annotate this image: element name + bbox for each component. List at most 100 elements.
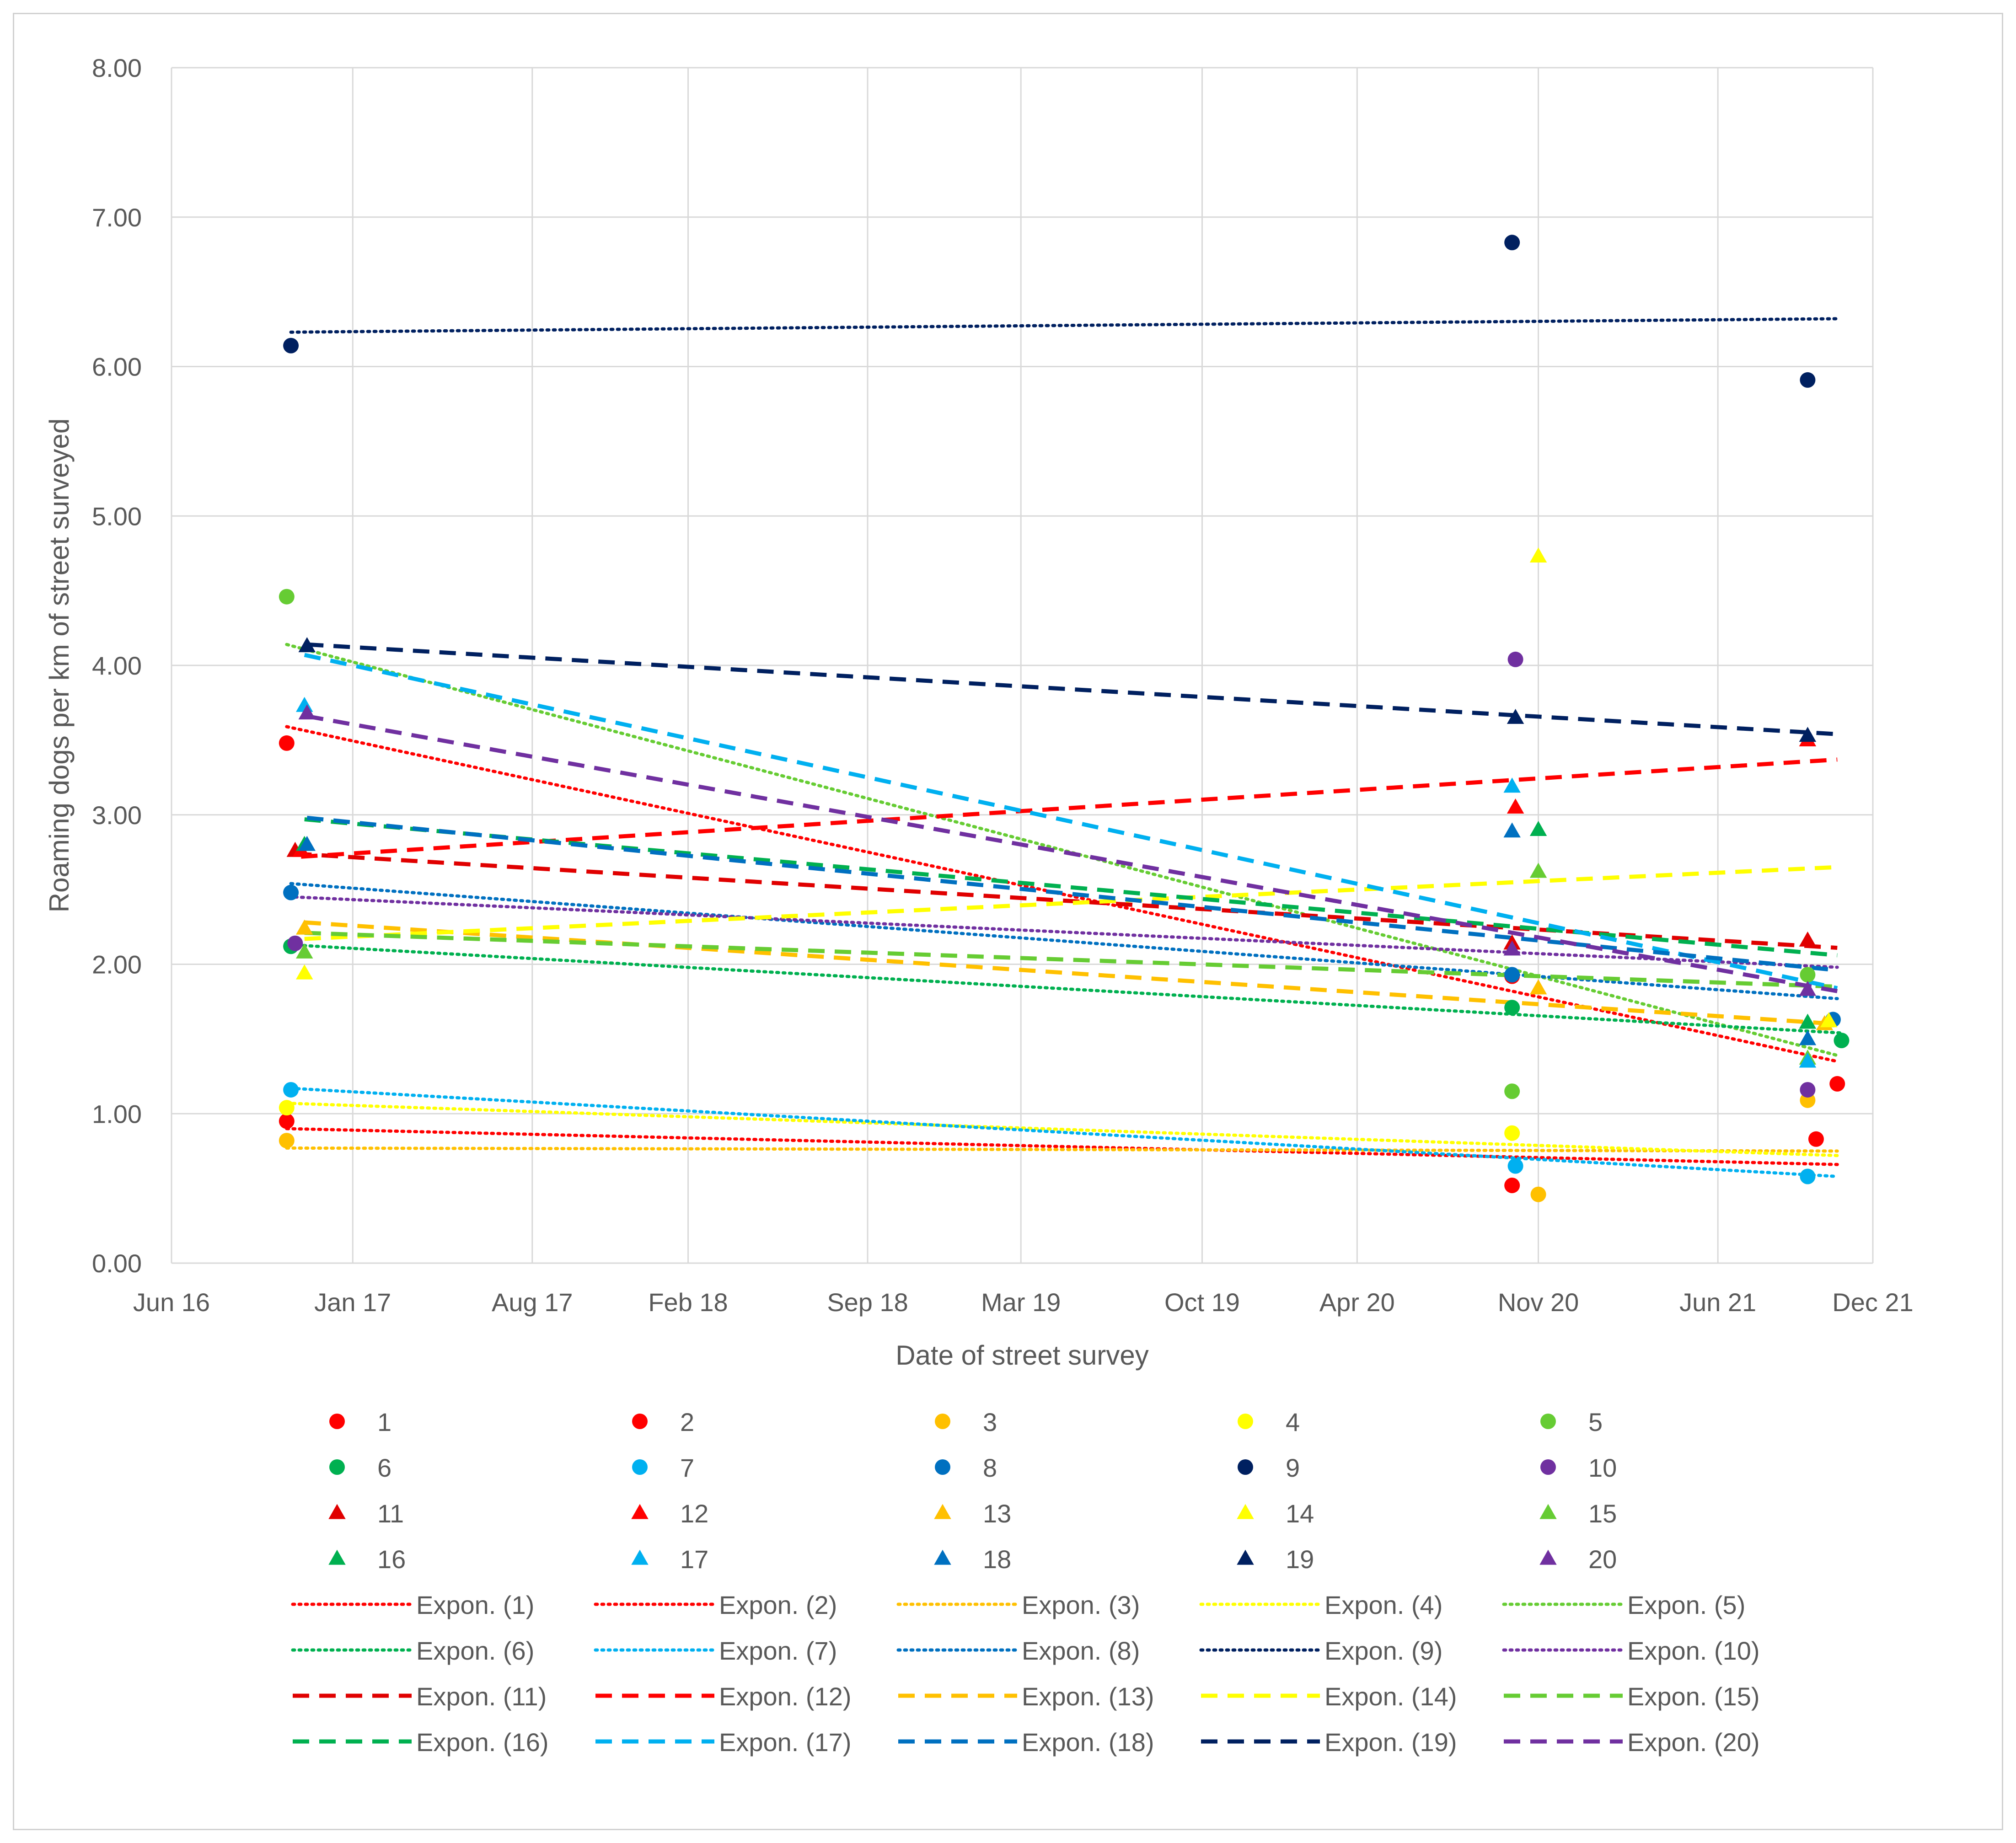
- legend-trend-label: Expon. (8): [1022, 1636, 1140, 1665]
- data-point-series-19: [1799, 727, 1817, 742]
- data-point-series-7: [283, 1082, 299, 1098]
- legend-marker-2: [632, 1414, 648, 1429]
- legend-label: 13: [983, 1499, 1011, 1528]
- legend-trend-label: Expon. (20): [1627, 1728, 1760, 1757]
- data-point-series-4: [279, 1100, 295, 1116]
- data-point-series-1: [1808, 1131, 1824, 1147]
- legend-marker-6: [329, 1459, 345, 1475]
- legend-marker-17: [631, 1549, 649, 1565]
- data-point-series-6: [1504, 1000, 1520, 1016]
- legend-label: 2: [680, 1408, 694, 1436]
- data-point-series-16: [1529, 821, 1547, 836]
- trendline-19: [307, 642, 1838, 736]
- legend-label: 11: [377, 1499, 404, 1528]
- data-point-series-1: [1504, 1178, 1520, 1194]
- data-point-series-17: [1503, 777, 1521, 793]
- legend-marker-16: [328, 1549, 346, 1565]
- legend-label: 7: [680, 1453, 694, 1482]
- trendline-4: [285, 1101, 1839, 1157]
- data-point-series-18: [1503, 822, 1521, 838]
- trendline-13: [304, 920, 1838, 1026]
- legend-trend-label: Expon. (4): [1324, 1591, 1442, 1619]
- legend-trend-label: Expon. (6): [416, 1636, 534, 1665]
- y-tick-label: 7.00: [92, 203, 142, 232]
- trendline-7: [289, 1087, 1839, 1178]
- legend-marker-4: [1238, 1414, 1253, 1429]
- legend-label: 16: [377, 1545, 406, 1574]
- legend-label: 5: [1588, 1408, 1603, 1436]
- legend-trend-label: Expon. (7): [719, 1636, 837, 1665]
- data-point-series-3: [279, 1133, 295, 1149]
- data-point-series-5: [279, 589, 295, 605]
- data-point-series-12: [1507, 798, 1524, 814]
- chart-frame: [13, 13, 2003, 1830]
- x-tick-label: Jun 16: [133, 1288, 210, 1317]
- data-point-series-14: [1820, 1012, 1838, 1028]
- legend-marker-3: [935, 1414, 950, 1429]
- legend-trend-label: Expon. (14): [1324, 1682, 1457, 1711]
- data-point-series-13: [1529, 979, 1547, 995]
- legend-trend-label: Expon. (16): [416, 1728, 549, 1757]
- legend-trend-label: Expon. (2): [719, 1591, 837, 1619]
- legend-marker-8: [935, 1459, 950, 1475]
- x-tick-label: Sep 18: [827, 1288, 908, 1317]
- legend-label: 9: [1286, 1453, 1300, 1482]
- data-point-series-10: [287, 935, 303, 951]
- trendline-9: [289, 317, 1839, 334]
- legend-trend-label: Expon. (10): [1627, 1636, 1760, 1665]
- x-axis-title: Date of street survey: [895, 1340, 1149, 1371]
- data-point-series-1: [279, 1113, 295, 1129]
- legend-marker-5: [1540, 1414, 1556, 1429]
- legend-label: 17: [680, 1545, 708, 1574]
- legend-trend-label: Expon. (17): [719, 1728, 852, 1757]
- legend-trend-label: Expon. (19): [1324, 1728, 1457, 1757]
- data-point-series-14: [1529, 547, 1547, 563]
- legend-label: 4: [1286, 1408, 1300, 1436]
- data-point-series-10: [1800, 1082, 1816, 1098]
- x-tick-label: Feb 18: [648, 1288, 728, 1317]
- trendline-17: [304, 653, 1838, 991]
- x-tick-label: Mar 19: [981, 1288, 1061, 1317]
- legend-trend-label: Expon. (18): [1022, 1728, 1154, 1757]
- data-point-series-8: [283, 884, 299, 900]
- x-tick-label: Oct 19: [1164, 1288, 1240, 1317]
- legend-marker-15: [1539, 1504, 1557, 1519]
- trendline-15: [304, 931, 1838, 989]
- data-point-series-15: [295, 943, 313, 959]
- data-point-series-9: [1800, 372, 1816, 388]
- legend-label: 18: [983, 1545, 1011, 1574]
- legend-label: 3: [983, 1408, 997, 1436]
- y-tick-label: 5.00: [92, 502, 142, 530]
- data-point-series-5: [1504, 1083, 1520, 1099]
- legend-label: 1: [377, 1408, 391, 1436]
- data-point-series-7: [1800, 1168, 1816, 1184]
- y-tick-label: 6.00: [92, 353, 142, 381]
- data-point-series-17: [1799, 1052, 1817, 1068]
- data-point-series-18: [1799, 1030, 1817, 1045]
- legend-marker-12: [631, 1504, 649, 1519]
- legend-marker-20: [1539, 1549, 1557, 1565]
- legend-label: 19: [1286, 1545, 1314, 1574]
- y-tick-label: 4.00: [92, 651, 142, 680]
- y-tick-label: 0.00: [92, 1249, 142, 1278]
- data-point-series-20: [1799, 980, 1817, 996]
- data-point-series-2: [279, 735, 295, 751]
- data-point-series-16: [1799, 1013, 1817, 1029]
- data-point-series-7: [1507, 1158, 1523, 1174]
- legend-marker-18: [934, 1549, 951, 1565]
- legend-label: 15: [1588, 1499, 1617, 1528]
- data-point-series-19: [298, 637, 316, 653]
- legend-marker-11: [328, 1504, 346, 1519]
- x-tick-label: Jan 17: [314, 1288, 391, 1317]
- trendline-18: [306, 815, 1838, 973]
- legend-marker-9: [1238, 1459, 1253, 1475]
- x-tick-label: Dec 21: [1832, 1288, 1913, 1317]
- y-tick-label: 8.00: [92, 54, 142, 82]
- legend-trend-label: Expon. (12): [719, 1682, 852, 1711]
- y-tick-label: 1.00: [92, 1099, 142, 1128]
- trendline-14: [304, 865, 1838, 941]
- legend-label: 20: [1588, 1545, 1617, 1574]
- trendline-20: [306, 714, 1838, 993]
- data-point-series-13: [295, 919, 313, 935]
